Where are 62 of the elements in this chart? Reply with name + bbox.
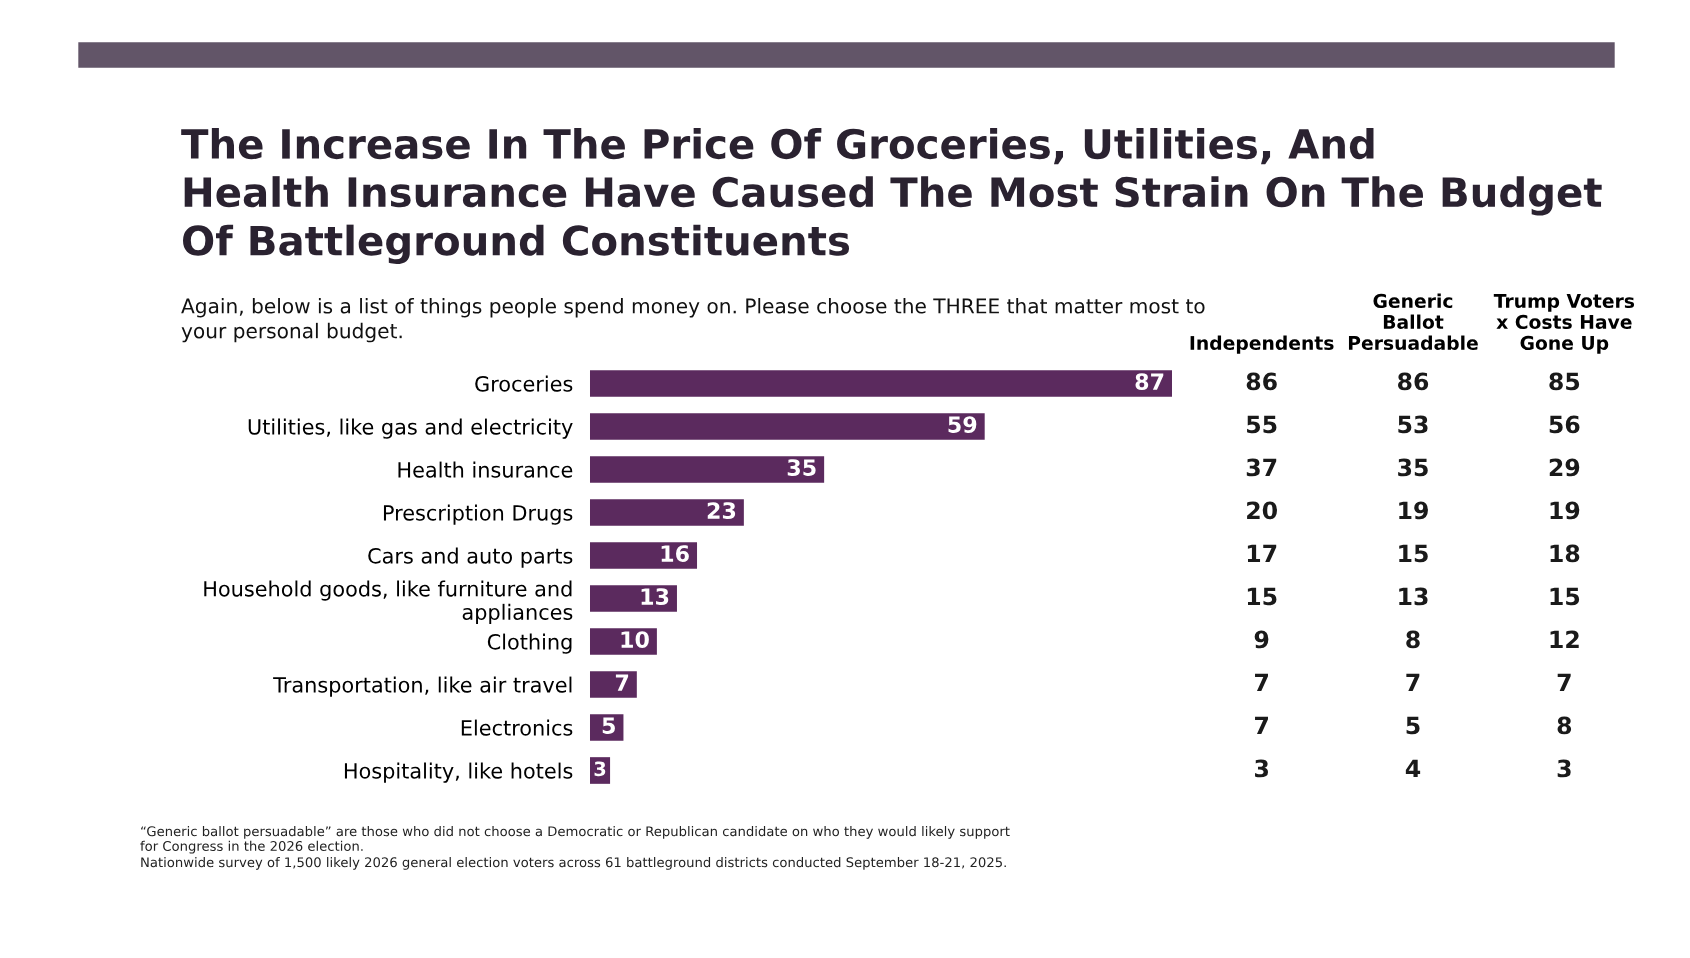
chart-title: The Increase In The Price Of Groceries, Utilities, And Health Insurance Have Caused The Most Strain On The Budget Of Battleground Constituents <box>181 128 1602 264</box>
data-label: 5 <box>602 717 615 734</box>
y-tick-label: Clothing <box>487 633 572 654</box>
data-label: 8 <box>1406 630 1420 649</box>
data-label: 7 <box>1255 673 1268 692</box>
bar <box>590 499 744 526</box>
y-tick-label: Prescription Drugs <box>383 504 573 525</box>
data-label: 7 <box>1255 716 1268 735</box>
bar <box>590 370 1172 397</box>
y-tick-label: Transportation, like air travel <box>273 676 572 697</box>
data-label: 7 <box>1557 673 1571 692</box>
data-label: 53 <box>1398 415 1428 434</box>
data-label: 8 <box>1557 716 1572 735</box>
y-tick-label: Groceries <box>475 375 573 392</box>
bar <box>590 413 985 440</box>
bar <box>590 671 637 698</box>
data-label: 29 <box>1549 458 1580 477</box>
bar <box>590 585 677 612</box>
data-label: 13 <box>1399 587 1428 606</box>
bar <box>590 542 698 569</box>
data-label: 55 <box>1247 415 1277 434</box>
data-label: 12 <box>1550 630 1579 649</box>
data-label: 9 <box>1254 630 1269 649</box>
data-label: 15 <box>1550 587 1580 606</box>
y-tick-label: Cars and auto parts <box>368 547 573 568</box>
data-label: 13 <box>641 588 669 605</box>
y-tick-label: Health insurance <box>398 461 573 478</box>
data-label: 15 <box>1399 544 1428 563</box>
data-label: 37 <box>1246 458 1277 477</box>
data-label: 19 <box>1550 501 1580 520</box>
data-label: 85 <box>1549 372 1580 391</box>
y-tick-label: Household goods, like furniture and appliances <box>204 580 573 624</box>
data-label: 56 <box>1549 415 1580 434</box>
data-label: 18 <box>1550 544 1580 563</box>
data-label: 15 <box>1247 587 1277 606</box>
data-label: 35 <box>787 459 816 476</box>
data-label: 7 <box>615 674 629 691</box>
y-tick-label: Hospitality, like hotels <box>344 762 573 783</box>
data-label: 4 <box>1405 759 1421 778</box>
data-label: 87 <box>1135 373 1164 390</box>
y-tick-label: Utilities, like gas and electricity <box>248 418 573 439</box>
data-label: 10 <box>621 631 649 648</box>
text: Nationwide survey of 1,500 likely 2026 general election voters across 61 battleground districts conducted September 18-21, 2025. <box>141 857 1006 870</box>
x-tick-label: Generic Ballot Persuadable <box>1348 293 1478 351</box>
data-label: 86 <box>1246 372 1277 391</box>
y-tick-label: Electronics <box>461 719 573 736</box>
data-label: 3 <box>1557 759 1571 778</box>
data-label: 7 <box>1406 673 1420 692</box>
data-label: 86 <box>1398 372 1429 391</box>
x-tick-label: Trump Voters x Costs Have Gone Up <box>1493 294 1635 354</box>
bar <box>590 456 825 483</box>
data-label: 16 <box>661 545 689 562</box>
data-label: 5 <box>1406 716 1420 735</box>
text: “Generic ballot persuadable” are those who did not choose a Democratic or Republican candidate on who they would likely support for Congress in the 2026 election. <box>140 826 1010 854</box>
data-label: 19 <box>1399 501 1428 520</box>
data-label: 59 <box>948 416 977 433</box>
data-label: 20 <box>1247 501 1277 520</box>
data-label: 3 <box>1255 759 1268 778</box>
data-label: 23 <box>707 502 736 519</box>
data-label: 17 <box>1247 544 1277 563</box>
data-label: 3 <box>594 761 606 777</box>
data-label: 35 <box>1398 458 1428 477</box>
